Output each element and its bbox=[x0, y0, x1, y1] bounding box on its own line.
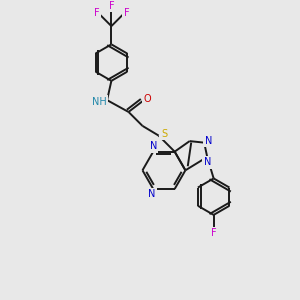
Text: N: N bbox=[205, 136, 212, 146]
Text: N: N bbox=[148, 189, 156, 199]
Text: F: F bbox=[124, 8, 129, 18]
Text: F: F bbox=[94, 8, 99, 18]
Text: O: O bbox=[143, 94, 151, 104]
Text: N: N bbox=[149, 141, 157, 151]
Text: S: S bbox=[161, 129, 167, 139]
Text: NH: NH bbox=[92, 97, 106, 107]
Text: F: F bbox=[211, 228, 217, 238]
Text: F: F bbox=[109, 1, 114, 11]
Text: N: N bbox=[203, 157, 211, 167]
